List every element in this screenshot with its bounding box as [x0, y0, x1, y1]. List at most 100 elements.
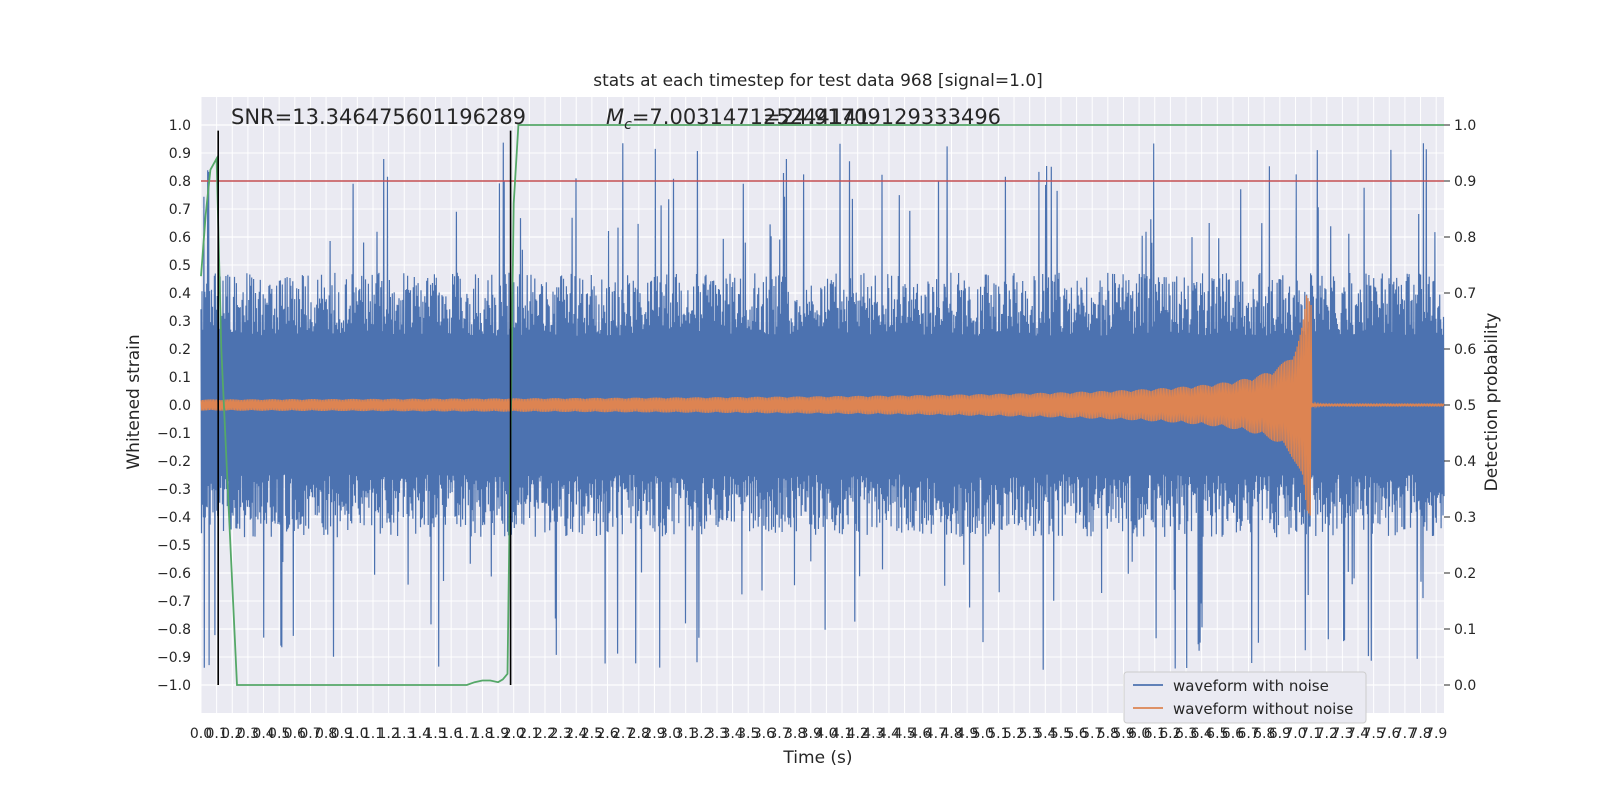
y-tick-label: −0.1 — [157, 426, 191, 442]
y-axis-label: Whitened strain — [124, 334, 144, 469]
y-tick-label: 0.3 — [169, 314, 191, 330]
x-tick-label: 5.8 — [1097, 726, 1119, 742]
y-tick-label: −0.8 — [157, 622, 191, 638]
x-tick-label: 6.9 — [1269, 726, 1291, 742]
x-tick-label: 0.0 — [190, 726, 212, 742]
y-tick-label: −0.9 — [157, 650, 191, 666]
x-tick-label: 2.2 — [534, 726, 556, 742]
x-tick-label: 7.6 — [1378, 726, 1400, 742]
x-tick-label: 5.0 — [972, 726, 994, 742]
y-tick-label: 0.6 — [169, 230, 191, 246]
x-tick-label: 3.0 — [659, 726, 681, 742]
snr-annotation: SNR=13.346475601196289 — [231, 105, 526, 129]
y-tick-label: 0.9 — [169, 146, 191, 162]
x-tick-label: 2.9 — [643, 726, 665, 742]
x-tick-label: 3.1 — [675, 726, 697, 742]
x-tick-label: 3.3 — [706, 726, 728, 742]
y2-tick-label: 0.4 — [1454, 454, 1476, 470]
x-tick-label: 1.3 — [393, 726, 415, 742]
x-tick-label: 1.8 — [471, 726, 493, 742]
x-tick-label: 4.5 — [893, 726, 915, 742]
y-tick-label: −0.5 — [157, 538, 191, 554]
y-tick-label: −1.0 — [157, 678, 191, 694]
x-tick-label: 5.1 — [987, 726, 1009, 742]
y2-tick-label: 1.0 — [1454, 118, 1476, 134]
x-tick-label: 6.5 — [1206, 726, 1228, 742]
x-tick-label: 3.8 — [784, 726, 806, 742]
x-tick-label: 6.4 — [1191, 726, 1213, 742]
mc-subscript: c — [624, 117, 632, 133]
x-tick-label: 7.1 — [1300, 726, 1322, 742]
series-layer — [200, 124, 1445, 686]
x-tick-label: 2.3 — [549, 726, 571, 742]
legend: waveform with noise waveform without noi… — [1123, 671, 1367, 724]
x-tick-label: 2.4 — [565, 726, 587, 742]
y-tick-label: −0.6 — [157, 566, 191, 582]
x-tick-label: 7.7 — [1394, 726, 1416, 742]
x-tick-label: 0.7 — [299, 726, 321, 742]
y2-tick-label: 0.7 — [1454, 286, 1476, 302]
legend-label-clean: waveform without noise — [1173, 700, 1353, 718]
x-tick-label: 2.7 — [612, 726, 634, 742]
x-tick-label: 4.3 — [862, 726, 884, 742]
y-tick-label: 0.7 — [169, 202, 191, 218]
x-tick-label: 7.4 — [1347, 726, 1369, 742]
x-tick-label: 7.3 — [1331, 726, 1353, 742]
y2-tick-label: 0.1 — [1454, 622, 1476, 638]
x-tick-label: 1.7 — [456, 726, 478, 742]
x-tick-label: 0.2 — [221, 726, 243, 742]
mc-value: =7.003147125244141 — [632, 105, 870, 129]
x-tick-label: 4.4 — [878, 726, 900, 742]
x-tick-label: 7.5 — [1363, 726, 1385, 742]
x-tick-label: 5.4 — [1034, 726, 1056, 742]
mc-annotation: Mc=7.003147125244141 — [606, 105, 870, 133]
series-waveform-without-noise — [200, 295, 1445, 516]
y-tick-label: 0.1 — [169, 370, 191, 386]
y-tick-label: −0.2 — [157, 454, 191, 470]
chart-title: stats at each timestep for test data 968… — [593, 71, 1043, 91]
x-tick-label: 5.3 — [1019, 726, 1041, 742]
x-tick-label: 3.4 — [721, 726, 743, 742]
x-tick-label: 0.8 — [315, 726, 337, 742]
y2-tick-label: 0.6 — [1454, 342, 1476, 358]
x-tick-label: 0.5 — [268, 726, 290, 742]
x-tick-label: 6.1 — [1144, 726, 1166, 742]
y-tick-label: 0.0 — [169, 398, 191, 414]
x-tick-label: 1.1 — [362, 726, 384, 742]
mc-symbol: M — [606, 105, 624, 129]
y-tick-label: 0.2 — [169, 342, 191, 358]
x-tick-label: 7.9 — [1425, 726, 1447, 742]
x-tick-label: 1.9 — [487, 726, 509, 742]
x-tick-label: 1.4 — [409, 726, 431, 742]
y-tick-label: 0.5 — [169, 258, 191, 274]
y2-tick-label: 0.9 — [1454, 174, 1476, 190]
x-tick-label: 0.3 — [237, 726, 259, 742]
y-tick-label: −0.3 — [157, 482, 191, 498]
legend-label-noise: waveform with noise — [1173, 677, 1329, 695]
x-tick-label: 3.2 — [690, 726, 712, 742]
x-tick-label: 5.9 — [1112, 726, 1134, 742]
y-tick-label: 0.8 — [169, 174, 191, 190]
x-tick-label: 7.8 — [1409, 726, 1431, 742]
x-tick-label: 4.8 — [940, 726, 962, 742]
y-tick-label: −0.4 — [157, 510, 191, 526]
y-tick-label: 0.4 — [169, 286, 191, 302]
x-tick-label: 4.9 — [956, 726, 978, 742]
x-tick-label: 4.7 — [925, 726, 947, 742]
x-tick-label: 4.0 — [815, 726, 837, 742]
y2-tick-label: 0.2 — [1454, 566, 1476, 582]
x-tick-label: 4.6 — [909, 726, 931, 742]
x-tick-label: 0.9 — [331, 726, 353, 742]
x-tick-label: 0.4 — [252, 726, 274, 742]
x-tick-label: 6.2 — [1159, 726, 1181, 742]
x-tick-label: 5.6 — [1065, 726, 1087, 742]
y-tick-label: 1.0 — [169, 118, 191, 134]
x-tick-label: 1.0 — [346, 726, 368, 742]
x-tick-label: 3.6 — [753, 726, 775, 742]
series-detection-probability — [200, 124, 1444, 686]
y-axis-right: 0.0 0.1 0.2 0.3 0.4 0.5 0.6 0.7 0.8 0.9 1.0 — [1444, 118, 1476, 694]
x-tick-label: 6.7 — [1237, 726, 1259, 742]
x-tick-label: 7.0 — [1284, 726, 1306, 742]
x-tick-label: 5.7 — [1081, 726, 1103, 742]
